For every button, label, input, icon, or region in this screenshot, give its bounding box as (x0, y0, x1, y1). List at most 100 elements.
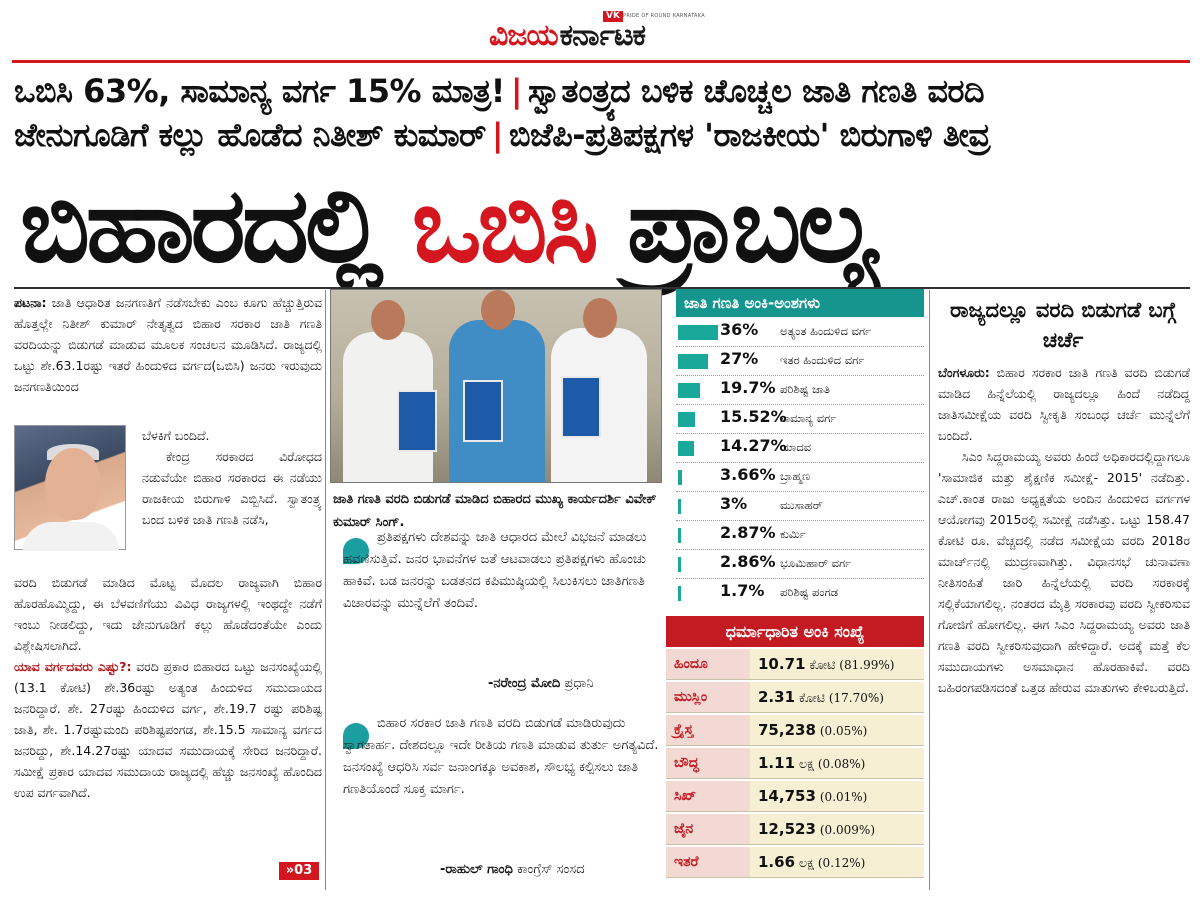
religion-row: ಸಿಖ್ 14,753 (0.01%) (666, 781, 924, 812)
caste-percent: 2.86% (720, 552, 776, 571)
caste-percent: 15.52% (720, 407, 787, 426)
religion-unit: ಲಕ್ಷ (799, 855, 814, 870)
caste-row: 1.7% ಪರಿಶಿಷ್ಟ ಪಂಗಡ (676, 580, 924, 606)
quote-author-role: ಕಾಂಗ್ರೆಸ್ ಸಂಸದ (517, 862, 585, 877)
left-story-bottom: ವರದಿ ಬಿಡುಗಡೆ ಮಾಡಿದ ಮೊಟ್ಟ ಮೊದಲ ರಾಜ್ಯವಾಗಿ … (14, 572, 322, 803)
religion-unit: ಲಕ್ಷ (799, 756, 814, 771)
main-headline-part-2: ಒಬಿಸಿ (411, 164, 599, 286)
right-para-1: ಬಿಹಾರ ಸರಕಾರ ಜಾತಿ ಗಣತಿ ವರದಿ ಬಿಡುಗಡೆ ಮಾಡಿದ… (938, 365, 1190, 443)
quote-author: -ನರೇಂದ್ರ ಮೋದಿ (488, 676, 561, 691)
kicker-1a: ಒಬಿಸಿ 63%, ಸಾಮಾನ್ಯ ವರ್ಗ 15% ಮಾತ್ರ! (14, 72, 505, 110)
quote-author-role: ಪ್ರಧಾನಿ (564, 676, 594, 691)
religion-count: 2.31 (758, 688, 796, 706)
masthead: ವಿಜಯ ಕರ್ನಾಟಕ VK PRIDE OF ROUND KARNATAKA (0, 0, 1200, 60)
dateline: ಪಟನಾ: (14, 295, 47, 310)
column-divider (929, 290, 930, 890)
caste-bar (678, 557, 682, 572)
caste-percent: 19.7% (720, 378, 776, 397)
caste-row: 27% ಇತರ ಹಿಂದುಳಿದ ವರ್ಗ (676, 348, 924, 374)
caste-bar (678, 383, 700, 398)
main-headline: ಬಿಹಾರದಲ್ಲಿ ಒಬಿಸಿ ಪ್ರಾಬಲ್ಯ (20, 166, 1190, 284)
right-story-body: ಬೆಂಗಳೂರು: ಬಿಹಾರ ಸರಕಾರ ಜಾತಿ ಗಣತಿ ವರದಿ ಬಿಡ… (938, 362, 1190, 698)
caste-label: ಭೂಮಿಹಾರ್ ವರ್ಗ (780, 556, 852, 570)
quote-rahul: ಬಿಹಾರ ಸರಕಾರ ಜಾತಿ ಗಣತಿ ವರದಿ ಬಿಡುಗಡೆ ಮಾಡಿರ… (343, 713, 663, 801)
religion-percent: (17.70%) (828, 691, 884, 705)
religion-name: ಮುಸ್ಲಿಂ (666, 682, 750, 712)
caste-percent: 3% (720, 494, 748, 513)
caste-percent: 36% (720, 320, 759, 339)
caste-bar (678, 499, 682, 514)
religion-percent: (0.05%) (819, 724, 868, 738)
religion-count: 14,753 (758, 787, 816, 805)
continued-on-page-badge[interactable]: »03 (279, 862, 319, 880)
caste-percent: 14.27% (720, 436, 787, 455)
caste-label: ಪರಿಶಿಷ್ಟ ಜಾತಿ (780, 382, 830, 396)
religion-row: ಮುಸ್ಲಿಂ 2.31 ಕೋಟಿ (17.70%) (666, 682, 924, 713)
religion-name: ಜೈನ (666, 814, 750, 844)
religion-row: ಬೌದ್ಧ 1.11 ಲಕ್ಷ (0.08%) (666, 748, 924, 779)
religion-name: ಹಿಂದೂ (666, 649, 750, 679)
quote-author: -ರಾಹುಲ್ ಗಾಂಧಿ (440, 862, 513, 877)
story-para-4: ವರದಿ ಪ್ರಕಾರ ಬಿಹಾರದ ಒಟ್ಟು ಜನಸಂಖ್ಯೆಯಲ್ಲಿ (… (14, 659, 322, 800)
caste-label: ಬ್ರಾಹ್ಮಣ (780, 469, 811, 483)
right-para-2: ಸಿಎಂ ಸಿದ್ದರಾಮಯ್ಯ ಅವರು ಹಿಂದೆ ಅಧಿಕಾರದಲ್ಲಿದ… (938, 449, 1190, 695)
quote-icon (343, 723, 369, 749)
vk-badge: VK (603, 11, 623, 22)
religion-percent: (0.009%) (819, 823, 875, 837)
row-divider (676, 462, 924, 463)
religion-value: 75,238 (0.05%) (750, 715, 924, 745)
religion-name: ಕ್ರೈಸ್ತ (666, 715, 750, 745)
column-divider (325, 290, 326, 890)
caste-bar (678, 528, 682, 543)
caste-row: 3% ಮುಸಾಹರ್ (676, 493, 924, 519)
religion-row: ಕ್ರೈಸ್ತ 75,238 (0.05%) (666, 715, 924, 746)
quote-attribution: -ನರೇಂದ್ರ ಮೋದಿ ಪ್ರಧಾನಿ (488, 676, 594, 691)
kicker-2b: ಬಿಜೆಪಿ-ಪ್ರತಿಪಕ್ಷಗಳ 'ರಾಜಕೀಯ' ಬಿರುಗಾಳಿ ತೀವ… (509, 116, 991, 154)
quote-attribution: -ರಾಹುಲ್ ಗಾಂಧಿ ಕಾಂಗ್ರೆಸ್ ಸಂಸದ (440, 862, 585, 877)
caste-bar (678, 586, 681, 601)
newspaper-logo: ವಿಜಯ ಕರ್ನಾಟಕ (489, 18, 646, 53)
row-divider (676, 520, 924, 521)
religion-percent: (0.08%) (817, 757, 866, 771)
caste-row: 15.52% ಸಾಮಾನ್ಯ ವರ್ಗ (676, 406, 924, 432)
religion-unit: ಕೋಟಿ (799, 690, 825, 705)
kicker-1b: ಸ್ವಾತಂತ್ರ್ಯದ ಬಳಿಕ ಚೊಚ್ಚಲ ಜಾತಿ ಗಣತಿ ವರದಿ (528, 72, 985, 110)
religion-percent: (81.99%) (839, 658, 895, 672)
masthead-rule (12, 60, 1190, 63)
caste-row: 14.27% ಯಾದವ (676, 435, 924, 461)
story-para-2: ಕೇಂದ್ರ ಸರಕಾರದ ವಿರೋಧದ ನಡುವೆಯೇ ಬಿಹಾರ ಸರಕಾರ… (142, 449, 322, 527)
left-story-wrap: ಬೆಳಕಿಗೆ ಬಂದಿದೆ. ಕೇಂದ್ರ ಸರಕಾರದ ವಿರೋಧದ ನಡು… (142, 425, 322, 530)
row-divider (676, 404, 924, 405)
religion-count: 12,523 (758, 820, 816, 838)
caste-percent: 2.87% (720, 523, 776, 542)
caste-bar (678, 325, 718, 340)
tagline: PRIDE OF ROUND KARNATAKA (623, 13, 705, 19)
story-para-1: ಜಾತಿ ಆಧಾರಿತ ಜನಗಣತಿಗೆ ನಡೆಸಬೇಕು ಎಂಬ ಕೂಗು ಹ… (14, 295, 322, 394)
caste-label: ಅತ್ಯಂತ ಹಿಂದುಳಿದ ವರ್ಗ (780, 324, 872, 338)
logo-black-text: ಕರ್ನಾಟಕ (559, 18, 646, 53)
left-story-top: ಪಟನಾ: ಜಾತಿ ಆಧಾರಿತ ಜನಗಣತಿಗೆ ನಡೆಸಬೇಕು ಎಂಬ … (14, 292, 322, 397)
religion-value: 2.31 ಕೋಟಿ (17.70%) (750, 682, 924, 712)
photo-caption: ಜಾತಿ ಗಣತಿ ವರದಿ ಬಿಡುಗಡೆ ಮಾಡಿದ ಬಿಹಾರದ ಮುಖ್… (333, 492, 657, 530)
kicker-line-1: ಒಬಿಸಿ 63%, ಸಾಮಾನ್ಯ ವರ್ಗ 15% ಮಾತ್ರ! | ಸ್ವಾತ… (14, 72, 1190, 111)
caste-row: 36% ಅತ್ಯಂತ ಹಿಂದುಳಿದ ವರ್ಗ (676, 319, 924, 345)
story-para-1-end: ಬೆಳಕಿಗೆ ಬಂದಿದೆ. (142, 428, 210, 443)
caste-bar (678, 354, 708, 369)
religion-value: 14,753 (0.01%) (750, 781, 924, 811)
religion-count: 75,238 (758, 721, 816, 739)
caste-row: 19.7% ಪರಿಶಿಷ್ಟ ಜಾತಿ (676, 377, 924, 403)
logo-red-text: ವಿಜಯ (489, 18, 559, 53)
religion-percent: (0.01%) (819, 790, 868, 804)
caste-label: ಕುರ್ಮಿ (780, 527, 806, 541)
subhead: ಯಾವ ವರ್ಗದವರು ಎಷ್ಟು?: (14, 659, 132, 674)
caste-row: 2.86% ಭೂಮಿಹಾರ್ ವರ್ಗ (676, 551, 924, 577)
kicker-2a: ಜೇನುಗೂಡಿಗೆ ಕಲ್ಲು ಹೊಡೆದ ನಿತೀಶ್ ಕುಮಾರ್ (14, 116, 486, 154)
row-divider (676, 433, 924, 434)
religion-name: ಬೌದ್ಧ (666, 748, 750, 778)
religion-table-title: ಧರ್ಮಾಧಾರಿತ ಅಂಕಿ ಸಂಖ್ಯೆ (666, 616, 924, 647)
caste-percent: 1.7% (720, 581, 765, 600)
caste-percent: 3.66% (720, 465, 776, 484)
religion-count: 10.71 (758, 655, 806, 673)
religion-name: ಸಿಖ್ (666, 781, 750, 811)
headline-rule (14, 287, 1190, 289)
